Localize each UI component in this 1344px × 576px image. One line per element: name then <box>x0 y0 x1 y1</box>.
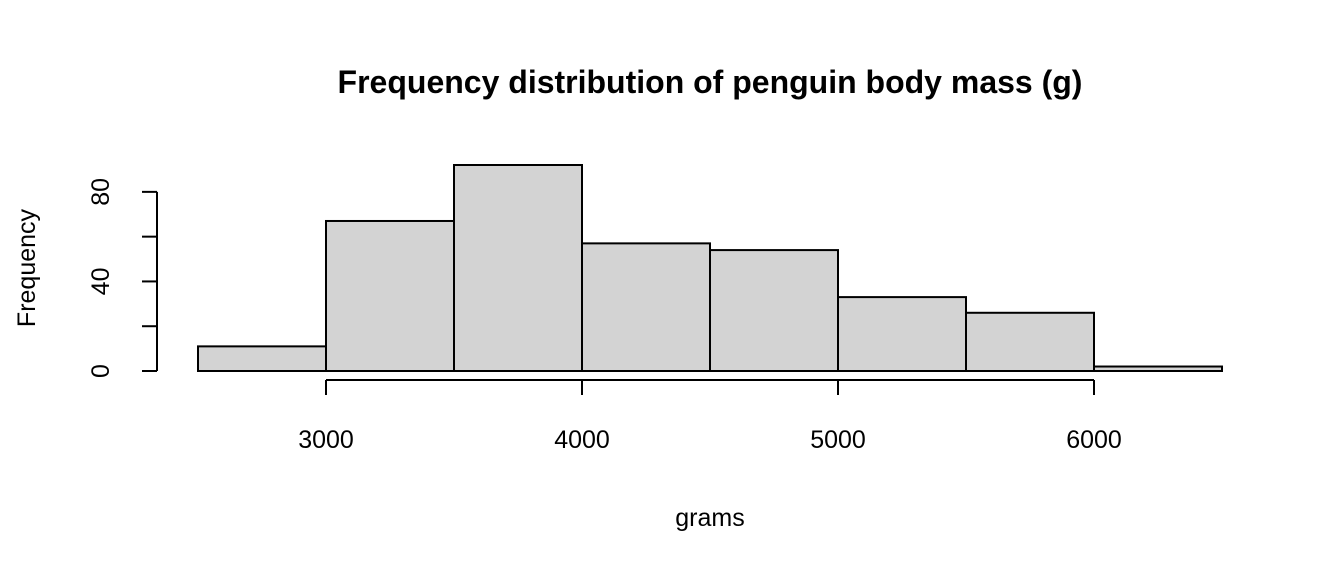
histogram-bars <box>197 164 1223 373</box>
histogram-bar-6000-6500 <box>1093 365 1223 372</box>
histogram-bar-2500-3000 <box>197 345 327 373</box>
y-tick-label-0: 0 <box>87 364 115 378</box>
x-axis: 3000 4000 5000 6000 <box>298 379 1122 454</box>
histogram-bar-5500-6000 <box>965 311 1095 373</box>
x-tick-label-6000: 6000 <box>1066 426 1122 454</box>
x-axis-label: grams <box>675 504 744 532</box>
y-tick-label-40: 40 <box>87 268 115 296</box>
x-tick-label-3000: 3000 <box>298 426 354 454</box>
x-tick-label-5000: 5000 <box>810 426 866 454</box>
histogram-bar-4000-4500 <box>581 242 711 372</box>
histogram-bar-3500-4000 <box>453 164 583 372</box>
y-tick-label-80: 80 <box>87 178 115 206</box>
histogram-bar-4500-5000 <box>709 249 839 372</box>
y-axis: 0 40 80 <box>87 178 158 378</box>
histogram-bar-5000-5500 <box>837 296 967 373</box>
histogram-bar-3000-3500 <box>325 219 455 372</box>
chart-title: Frequency distribution of penguin body m… <box>338 64 1083 100</box>
y-axis-label: Frequency <box>13 208 41 327</box>
x-tick-label-4000: 4000 <box>554 426 610 454</box>
